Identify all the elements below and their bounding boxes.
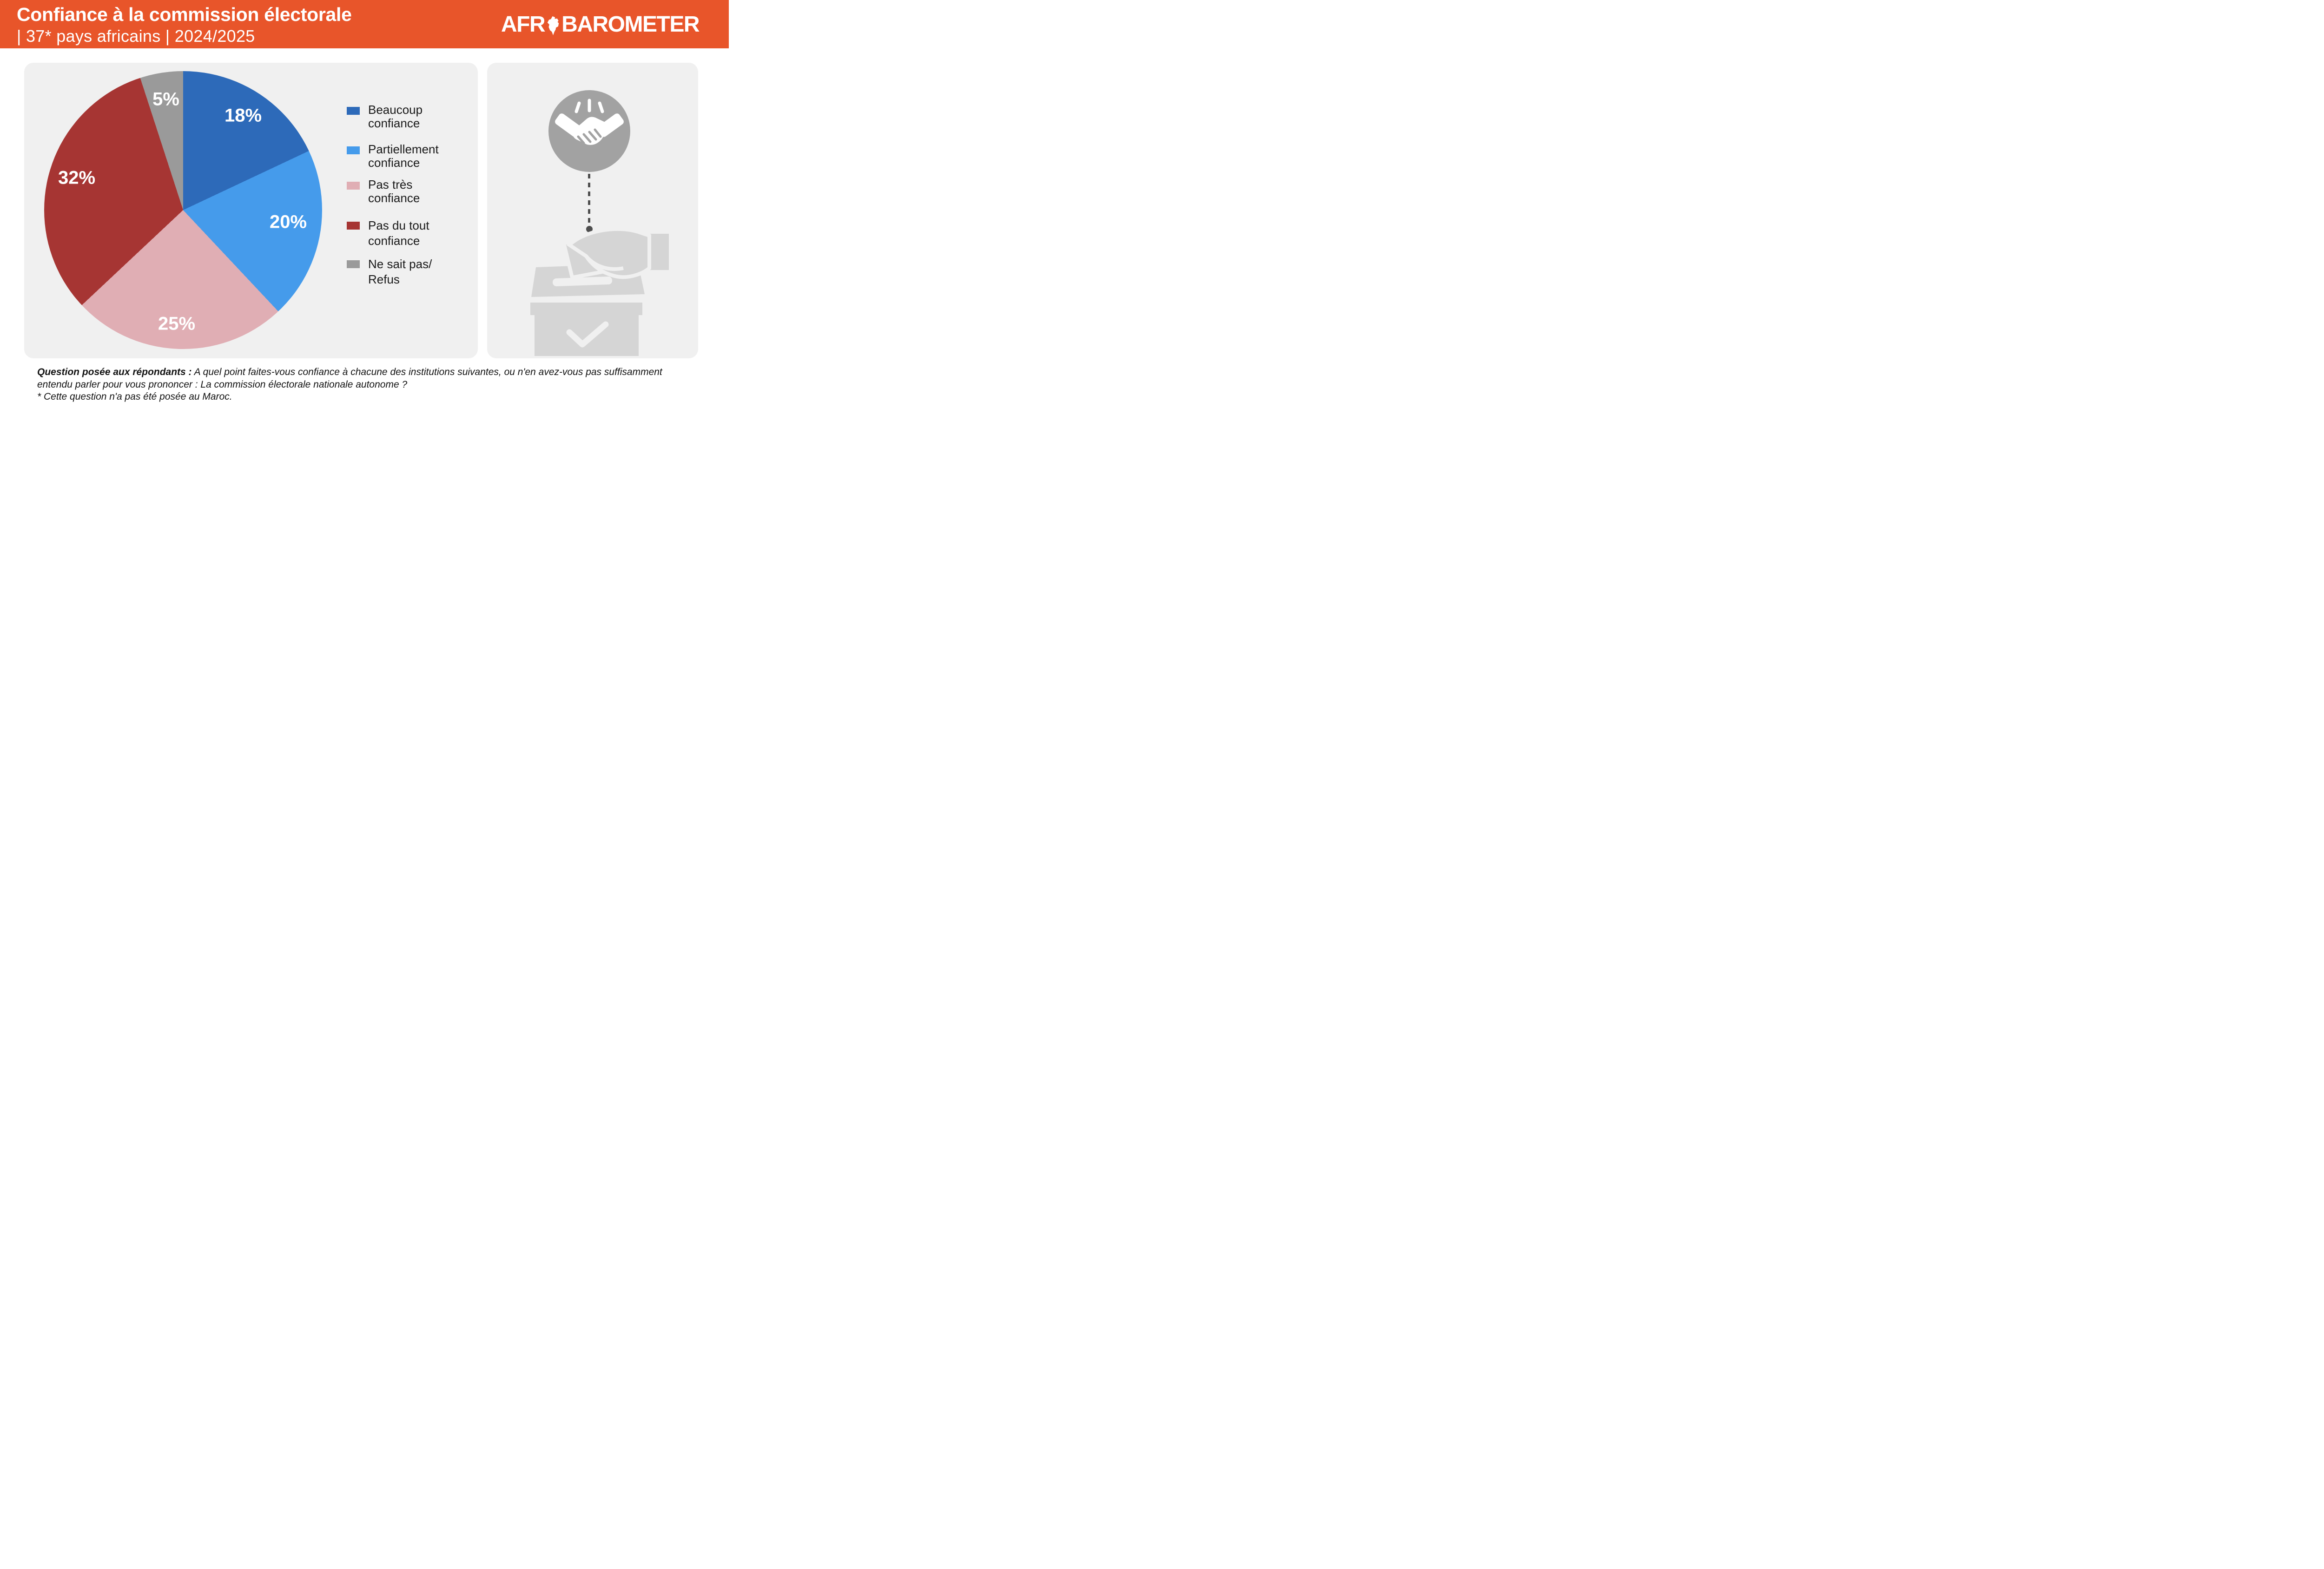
africa-map-icon [547, 16, 559, 35]
chart-panel: 18% 20% 25% 32% 5% Beaucoup confiance Pa… [24, 63, 478, 358]
legend-label-line: Beaucoup [368, 103, 423, 117]
header-text: Confiance à la commission électorale | 3… [17, 4, 352, 45]
connector-dot [586, 226, 593, 232]
footnote-question-2: entendu parler pour vous prononcer : La … [37, 379, 408, 390]
page-title: Confiance à la commission électorale [17, 3, 352, 25]
ballot-box-icon [530, 227, 669, 356]
logo-text-suffix: BAROMETER [561, 12, 700, 37]
slice-label-pas-tres: 25% [158, 313, 196, 334]
infographic: Confiance à la commission électorale | 3… [0, 0, 729, 410]
legend-swatch-pas-tres [347, 182, 360, 190]
legend-label-line: confiance [368, 234, 420, 248]
legend-item-beaucoup: Beaucoup confiance [347, 103, 423, 130]
legend-label-line: Partiellement [368, 142, 439, 156]
slice-label-partiellement: 20% [269, 211, 307, 232]
legend-item-pas-tres: Pas très confiance [347, 178, 420, 205]
legend-item-ne-sait-pas: Ne sait pas/ Refus [347, 257, 432, 287]
legend-label-line: confiance [368, 116, 420, 130]
footnote-lead: Question posée aux répondants : [37, 367, 192, 377]
slice-label-beaucoup: 18% [224, 105, 262, 126]
footnote: Question posée aux répondants : A quel p… [37, 366, 688, 403]
footnote-line-1: Question posée aux répondants : A quel p… [37, 366, 688, 379]
legend-item-partiellement: Partiellement confiance [347, 142, 439, 170]
legend-label-line: confiance [368, 191, 420, 205]
legend-swatch-ne-sait-pas [347, 260, 360, 268]
legend-label-line: confiance [368, 156, 420, 170]
footnote-note: * Cette question n'a pas été posée au Ma… [37, 391, 232, 402]
slice-label-ne-sait-pas: 5% [152, 89, 179, 110]
handshake-icon [548, 90, 630, 172]
page-subtitle: | 37* pays africains | 2024/2025 [17, 26, 255, 46]
logo-text-prefix: AFR [501, 12, 546, 37]
legend-label-line: Refus [368, 272, 400, 286]
footnote-question-1: A quel point faites-vous confiance à cha… [194, 367, 662, 377]
legend-swatch-pas-du-tout [347, 222, 360, 230]
dashed-connector [588, 174, 590, 224]
header: Confiance à la commission électorale | 3… [0, 0, 729, 48]
afrobarometer-logo: AFR BAROMETER [501, 12, 700, 37]
legend-label-line: Pas très [368, 178, 413, 191]
legend-item-pas-du-tout: Pas du tout confiance [347, 218, 429, 249]
legend-label-line: Pas du tout [368, 218, 429, 232]
legend-swatch-partiellement [347, 146, 360, 154]
pie-chart: 18% 20% 25% 32% 5% [44, 71, 322, 349]
legend-swatch-beaucoup [347, 107, 360, 115]
slice-label-pas-du-tout: 32% [58, 167, 96, 188]
legend-label-line: Ne sait pas/ [368, 257, 432, 271]
illustration-panel [487, 63, 698, 358]
